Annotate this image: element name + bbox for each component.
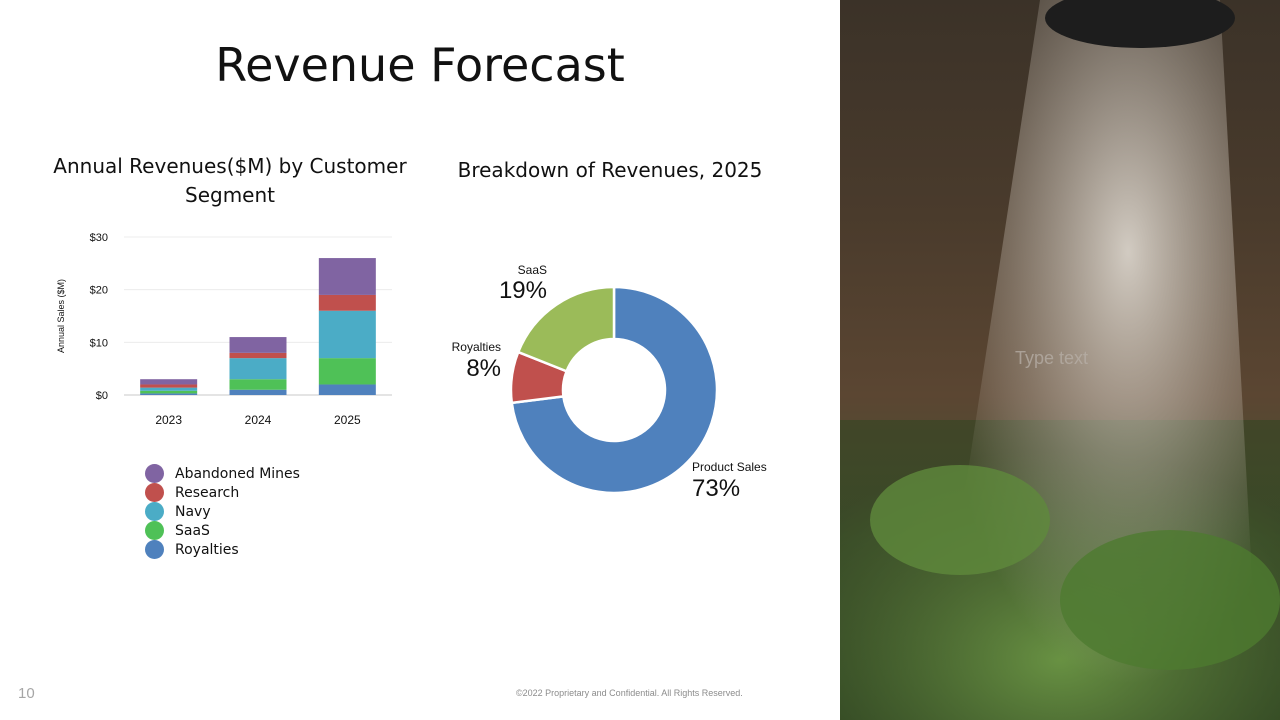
legend-label: Research	[175, 484, 240, 501]
bar-segment	[140, 387, 198, 391]
bar-segment	[318, 294, 376, 311]
donut-slice	[510, 285, 719, 495]
y-tick-label: $10	[90, 337, 108, 349]
legend-item: Navy	[145, 502, 300, 521]
legend-swatch	[145, 540, 164, 559]
donut-chart-title: Breakdown of Revenues, 2025	[457, 158, 763, 182]
photo-placeholder-text: Type text	[1015, 348, 1089, 368]
bar-segment	[140, 384, 198, 388]
legend-swatch	[145, 464, 164, 483]
bar-segment	[140, 390, 198, 394]
x-tick-label: 2025	[334, 413, 361, 427]
slice-percent-label: 19%	[499, 277, 547, 304]
legend-label: SaaS	[175, 522, 210, 539]
bar-segment	[318, 258, 376, 295]
bar-segment	[318, 310, 376, 359]
bar-segment	[140, 393, 198, 395]
slice-percent-label: 73%	[692, 475, 740, 502]
legend-label: Abandoned Mines	[175, 465, 300, 482]
bar-segment	[318, 358, 376, 385]
bar-segment	[229, 352, 287, 359]
donut-slice	[516, 285, 616, 373]
slice-percent-label: 8%	[466, 355, 501, 382]
watering-photo: Type text	[840, 0, 1280, 720]
slide-number: 10	[18, 685, 35, 702]
bar-segment	[140, 379, 198, 385]
legend-label: Navy	[175, 503, 211, 520]
y-tick-label: $0	[96, 390, 108, 402]
bar-segment	[229, 358, 287, 380]
legend-item: Abandoned Mines	[145, 464, 300, 483]
legend-item: Royalties	[145, 540, 300, 559]
legend-item: SaaS	[145, 521, 300, 540]
photo-illustration	[840, 0, 1280, 720]
bar-chart-legend: Abandoned Mines Research Navy SaaS Royalties	[145, 464, 300, 559]
bar-segment	[318, 384, 376, 395]
legend-item: Research	[145, 483, 300, 502]
bar-chart-title: Annual Revenues($M) by Customer Segment	[53, 154, 407, 207]
slice-name-label: SaaS	[518, 263, 547, 277]
stacked-bar-chart: $0 $10 $20 $30 Annual Sales ($M) 2023 2024 2025	[56, 232, 392, 427]
legend-label: Royalties	[175, 541, 239, 558]
x-tick-label: 2023	[155, 413, 182, 427]
y-axis-label: Annual Sales ($M)	[56, 279, 66, 353]
bar-segment	[229, 337, 287, 353]
slice-name-label: Royalties	[452, 340, 501, 354]
bar-segment	[229, 389, 287, 395]
legend-swatch	[145, 483, 164, 502]
y-tick-label: $30	[90, 232, 108, 244]
bar-segment	[229, 379, 287, 390]
x-tick-label: 2024	[245, 413, 272, 427]
legend-swatch	[145, 502, 164, 521]
slide-title: Revenue Forecast	[215, 38, 625, 92]
legend-swatch	[145, 521, 164, 540]
footer-copyright: ©2022 Proprietary and Confidential. All …	[516, 688, 743, 698]
y-tick-label: $20	[90, 285, 108, 297]
slice-name-label: Product Sales	[692, 460, 767, 474]
